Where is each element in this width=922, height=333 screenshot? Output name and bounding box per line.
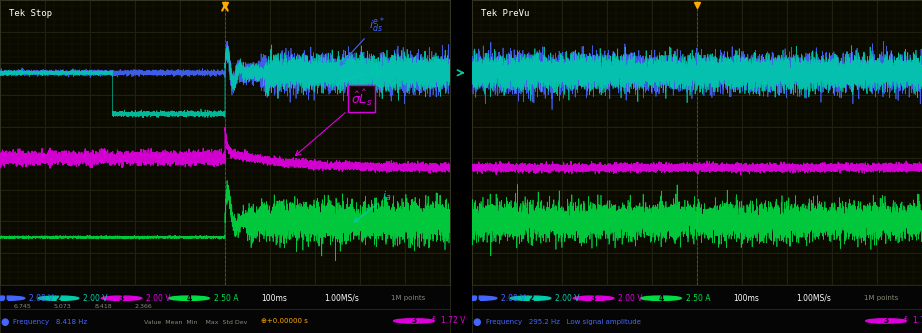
Text: 3: 3 — [591, 294, 597, 303]
Text: 1: 1 — [474, 294, 479, 303]
Text: ●: ● — [0, 317, 8, 327]
Text: f: f — [431, 316, 434, 325]
Circle shape — [394, 319, 434, 323]
Circle shape — [510, 296, 550, 300]
Text: 1: 1 — [2, 294, 7, 303]
Circle shape — [0, 296, 25, 300]
Text: 2.00 V: 2.00 V — [30, 294, 53, 303]
Text: 1.00MS/s: 1.00MS/s — [796, 294, 831, 303]
Circle shape — [641, 296, 681, 300]
Circle shape — [866, 319, 906, 323]
Text: 100ms: 100ms — [261, 294, 287, 303]
Text: 6.745: 6.745 — [14, 304, 31, 309]
Text: 100ms: 100ms — [733, 294, 759, 303]
Text: 3: 3 — [119, 294, 124, 303]
Circle shape — [38, 296, 78, 300]
Text: 2.00 V: 2.00 V — [555, 294, 580, 303]
Text: 1M points: 1M points — [392, 295, 426, 301]
Text: 1.00MS/s: 1.00MS/s — [324, 294, 359, 303]
Text: $\mathit{i}_{ds}^{e*}$: $\mathit{i}_{ds}^{e*}$ — [340, 15, 384, 65]
Text: 2: 2 — [528, 294, 533, 303]
Text: 3: 3 — [411, 316, 417, 325]
Text: 3: 3 — [883, 316, 889, 325]
Circle shape — [101, 296, 142, 300]
Text: Frequency   8.418 Hz: Frequency 8.418 Hz — [14, 319, 88, 325]
Text: 8.418: 8.418 — [94, 304, 112, 309]
Text: f: f — [904, 316, 906, 325]
Text: $\mathit{i}_a$: $\mathit{i}_a$ — [354, 189, 392, 222]
Text: 5.073: 5.073 — [54, 304, 72, 309]
Text: Tek PreVu: Tek PreVu — [481, 9, 529, 18]
Text: 2.00 V: 2.00 V — [147, 294, 171, 303]
Text: 2.366: 2.366 — [135, 304, 153, 309]
Text: Frequency   295.2 Hz   Low signal amplitude: Frequency 295.2 Hz Low signal amplitude — [486, 319, 641, 325]
Text: Tek Stop: Tek Stop — [9, 9, 52, 18]
Circle shape — [456, 296, 497, 300]
Text: 1.72 V: 1.72 V — [913, 316, 922, 325]
Text: 2.00 V: 2.00 V — [502, 294, 526, 303]
Text: $\hat{\sigma}\hat{L}_s$: $\hat{\sigma}\hat{L}_s$ — [296, 88, 372, 156]
Text: 2.00 V: 2.00 V — [619, 294, 643, 303]
Text: 1M points: 1M points — [864, 295, 898, 301]
Text: 2.50 A: 2.50 A — [686, 294, 710, 303]
Text: 2: 2 — [56, 294, 61, 303]
Text: 2.50 A: 2.50 A — [214, 294, 238, 303]
Text: ●: ● — [472, 317, 480, 327]
Text: 4: 4 — [186, 294, 192, 303]
Text: 1.72 V: 1.72 V — [441, 316, 466, 325]
Text: 2.00 V: 2.00 V — [83, 294, 108, 303]
Circle shape — [573, 296, 614, 300]
Text: 4: 4 — [658, 294, 664, 303]
Text: ⊕+0.00000 s: ⊕+0.00000 s — [261, 318, 308, 324]
Circle shape — [169, 296, 209, 300]
Text: Value  Mean  Min    Max  Std Dev: Value Mean Min Max Std Dev — [144, 320, 247, 325]
Text: $\mathit{i}_{ds}^{e}$: $\mathit{i}_{ds}^{e}$ — [341, 62, 383, 82]
